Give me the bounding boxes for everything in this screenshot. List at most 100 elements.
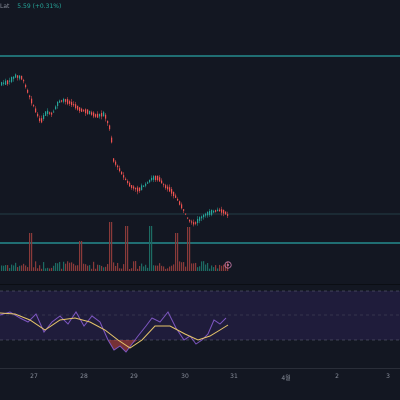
candle <box>169 187 171 192</box>
volume-bar <box>61 268 63 271</box>
candle <box>129 182 131 187</box>
volume-bar <box>15 262 17 271</box>
volume-bar <box>213 267 215 271</box>
volume-bar <box>53 265 55 271</box>
volume-bar <box>65 263 67 271</box>
volume-bar <box>151 226 153 271</box>
volume-bar <box>27 267 29 271</box>
candle <box>131 185 133 188</box>
volume-bar <box>59 261 61 271</box>
candle <box>17 75 19 78</box>
volume-bar <box>215 265 217 271</box>
settings-icon[interactable] <box>224 261 232 269</box>
volume-bar <box>55 262 57 271</box>
volume-bar <box>129 268 131 271</box>
candle <box>77 105 79 110</box>
candle <box>91 112 93 115</box>
volume-bar <box>193 263 195 271</box>
volume-bar <box>19 265 21 271</box>
volume-bar <box>197 267 199 271</box>
candle <box>193 222 195 225</box>
volume-bar <box>145 264 147 271</box>
volume-bar <box>93 261 95 271</box>
volume-bar <box>25 265 27 271</box>
volume-bar <box>83 263 85 271</box>
volume-bar <box>109 222 111 271</box>
candle <box>161 180 163 184</box>
volume-bar <box>155 265 157 271</box>
volume-bar <box>125 226 127 271</box>
candle <box>49 112 51 114</box>
volume-bar <box>43 262 45 271</box>
candle <box>39 118 41 122</box>
volume-bar <box>179 261 181 271</box>
candle <box>83 110 85 112</box>
candle <box>199 217 201 221</box>
volume-bar <box>171 265 173 271</box>
candle <box>87 109 89 114</box>
volume-bar <box>13 265 15 271</box>
candle <box>7 80 9 85</box>
candle <box>197 218 199 224</box>
candle <box>173 191 175 197</box>
price-prefix: Lat <box>0 3 10 10</box>
candle <box>147 182 149 184</box>
volume-bar <box>29 233 31 271</box>
volume-bar <box>217 268 219 271</box>
candle <box>79 107 81 112</box>
volume-bar <box>147 267 149 271</box>
volume-bar <box>67 261 69 271</box>
candle <box>3 82 5 84</box>
volume-bar <box>87 265 89 271</box>
volume-bar <box>153 265 155 271</box>
pane-separator[interactable] <box>0 284 400 285</box>
candle <box>43 115 45 119</box>
candle <box>45 111 47 116</box>
candle <box>29 95 31 98</box>
volume-bar <box>51 267 53 271</box>
volume-bar <box>167 268 169 271</box>
candle <box>71 101 73 106</box>
volume-bar <box>203 261 205 271</box>
rsi-signal-line[interactable] <box>0 312 229 349</box>
volume-bar <box>127 226 129 271</box>
time-label: 27 <box>30 373 38 380</box>
volume-bar <box>7 265 9 271</box>
volume-bar <box>185 266 187 271</box>
rsi-oversold-fill <box>106 340 140 352</box>
candle <box>27 89 29 93</box>
candle <box>99 114 101 117</box>
candle <box>159 177 161 182</box>
candle <box>155 175 157 181</box>
candle <box>225 211 227 215</box>
candle <box>183 209 185 211</box>
volume-bar <box>201 261 203 271</box>
volume-bar <box>115 265 117 271</box>
candle <box>223 209 225 214</box>
candle <box>121 171 123 175</box>
volume-bar <box>189 227 191 271</box>
volume-bar <box>207 262 209 271</box>
volume-bar <box>227 262 229 271</box>
volume-bar <box>57 263 59 271</box>
candle <box>63 98 65 102</box>
volume-bar <box>101 265 103 271</box>
volume-bar <box>149 226 151 271</box>
candle <box>201 216 203 219</box>
candle <box>149 179 151 183</box>
volume-bar <box>71 262 73 271</box>
volume-bar <box>49 268 51 271</box>
volume-bar <box>73 263 75 271</box>
volume-bar <box>85 264 87 271</box>
volume-series <box>1 222 229 271</box>
candle <box>37 113 39 117</box>
volume-bar <box>221 265 223 271</box>
volume-bar <box>135 261 137 271</box>
candle <box>213 210 215 213</box>
candle <box>31 98 33 104</box>
candle <box>203 214 205 218</box>
volume-bar <box>41 268 43 271</box>
time-label: 4월 <box>281 375 291 382</box>
time-axis[interactable]: 27 28 29 30 31 4월 2 3 <box>0 367 400 387</box>
